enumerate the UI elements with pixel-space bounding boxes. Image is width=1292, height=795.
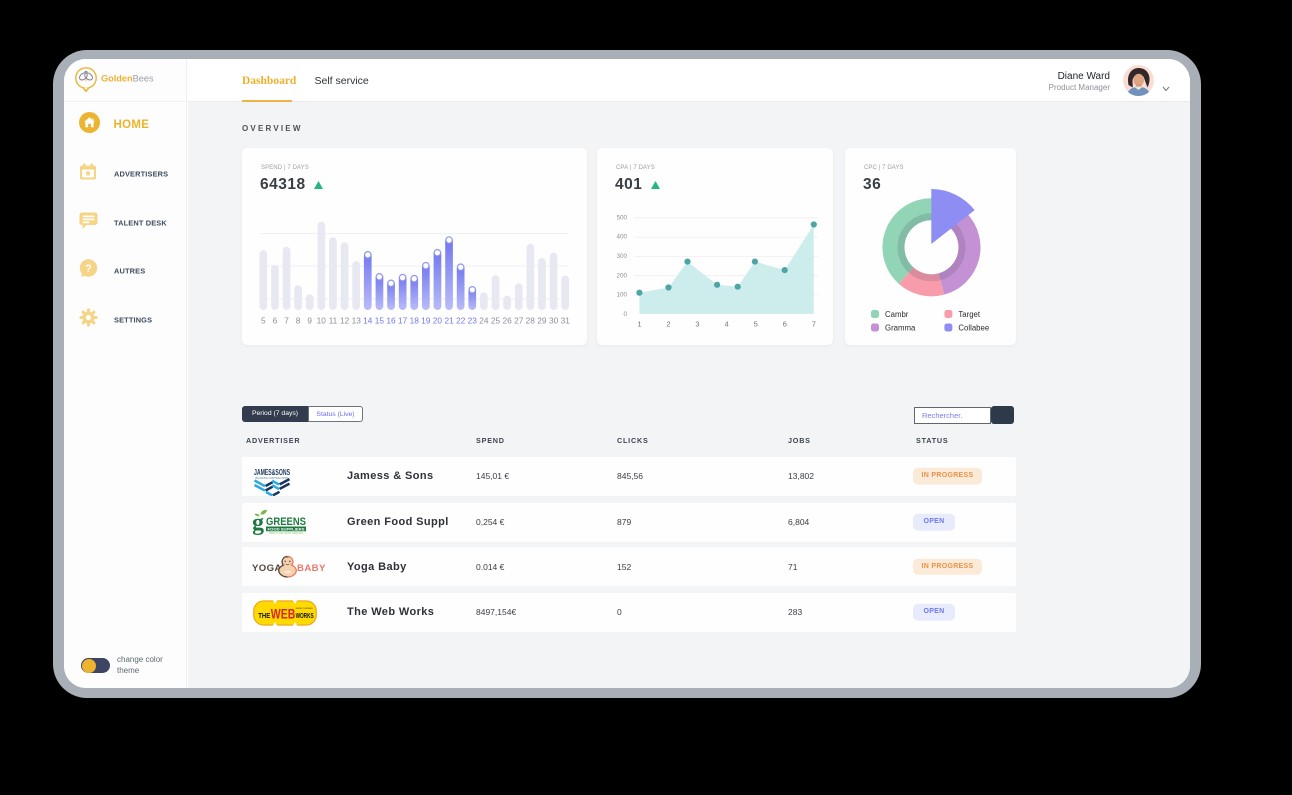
svg-text:20: 20 — [433, 315, 443, 325]
svg-text:19: 19 — [421, 315, 431, 325]
svg-text:14: 14 — [363, 315, 373, 325]
svg-text:6: 6 — [783, 319, 787, 328]
svg-text:DIRECT DELIVERY SERVICE: DIRECT DELIVERY SERVICE — [269, 531, 303, 535]
svg-text:500: 500 — [616, 214, 627, 221]
svg-text:6: 6 — [273, 315, 278, 325]
svg-text:8: 8 — [296, 315, 301, 325]
svg-text:GoldenBees: GoldenBees — [101, 73, 154, 83]
svg-text:?: ? — [85, 263, 92, 275]
svg-text:JAMES&SONS: JAMES&SONS — [254, 467, 290, 477]
svg-text:BABY: BABY — [297, 563, 326, 574]
svg-text:23: 23 — [468, 315, 478, 325]
svg-text:25: 25 — [491, 315, 501, 325]
svg-text:WEB: WEB — [271, 606, 296, 621]
svg-text:17: 17 — [398, 315, 408, 325]
svg-text:Collabee: Collabee — [958, 323, 989, 332]
svg-text:15: 15 — [375, 315, 385, 325]
svg-text:Gramma: Gramma — [885, 323, 916, 332]
svg-text:2: 2 — [666, 319, 670, 328]
svg-text:0: 0 — [623, 311, 627, 318]
svg-text:18: 18 — [410, 315, 420, 325]
svg-text:21: 21 — [444, 315, 454, 325]
svg-text:100: 100 — [616, 291, 627, 298]
svg-text:24: 24 — [479, 315, 489, 325]
svg-text:9: 9 — [307, 315, 312, 325]
svg-text:7: 7 — [812, 319, 816, 328]
svg-text:10: 10 — [317, 315, 327, 325]
svg-text:5: 5 — [261, 315, 266, 325]
svg-text:11: 11 — [329, 315, 338, 325]
svg-text:BUILDING CONTRACTORS: BUILDING CONTRACTORS — [256, 475, 289, 479]
svg-text:16: 16 — [386, 315, 396, 325]
svg-text:5: 5 — [754, 319, 758, 328]
svg-text:400: 400 — [616, 233, 627, 240]
svg-text:200: 200 — [616, 272, 627, 279]
svg-text:26: 26 — [502, 315, 512, 325]
svg-text:12: 12 — [340, 315, 350, 325]
svg-text:4: 4 — [725, 319, 729, 328]
svg-text:1: 1 — [637, 319, 641, 328]
svg-text:13: 13 — [352, 315, 362, 325]
svg-text:g: g — [253, 510, 264, 535]
svg-text:FOOD SUPPLIERS: FOOD SUPPLIERS — [268, 527, 306, 531]
svg-text:WE BUILD YOUR PAGES: WE BUILD YOUR PAGES — [296, 607, 313, 610]
svg-text:31: 31 — [561, 315, 571, 325]
svg-text:29: 29 — [537, 315, 547, 325]
svg-text:GREENS: GREENS — [266, 516, 306, 528]
svg-text:28: 28 — [526, 315, 536, 325]
svg-text:27: 27 — [514, 315, 524, 325]
svg-text:Target: Target — [958, 309, 981, 318]
svg-text:THE: THE — [258, 610, 270, 619]
svg-text:30: 30 — [549, 315, 559, 325]
svg-text:300: 300 — [616, 253, 627, 260]
svg-text:Cambr: Cambr — [885, 309, 909, 318]
svg-text:WORKS: WORKS — [296, 610, 314, 619]
svg-text:22: 22 — [456, 315, 466, 325]
svg-text:3: 3 — [695, 319, 699, 328]
svg-text:7: 7 — [284, 315, 289, 325]
svg-text:YOGA: YOGA — [252, 563, 282, 574]
